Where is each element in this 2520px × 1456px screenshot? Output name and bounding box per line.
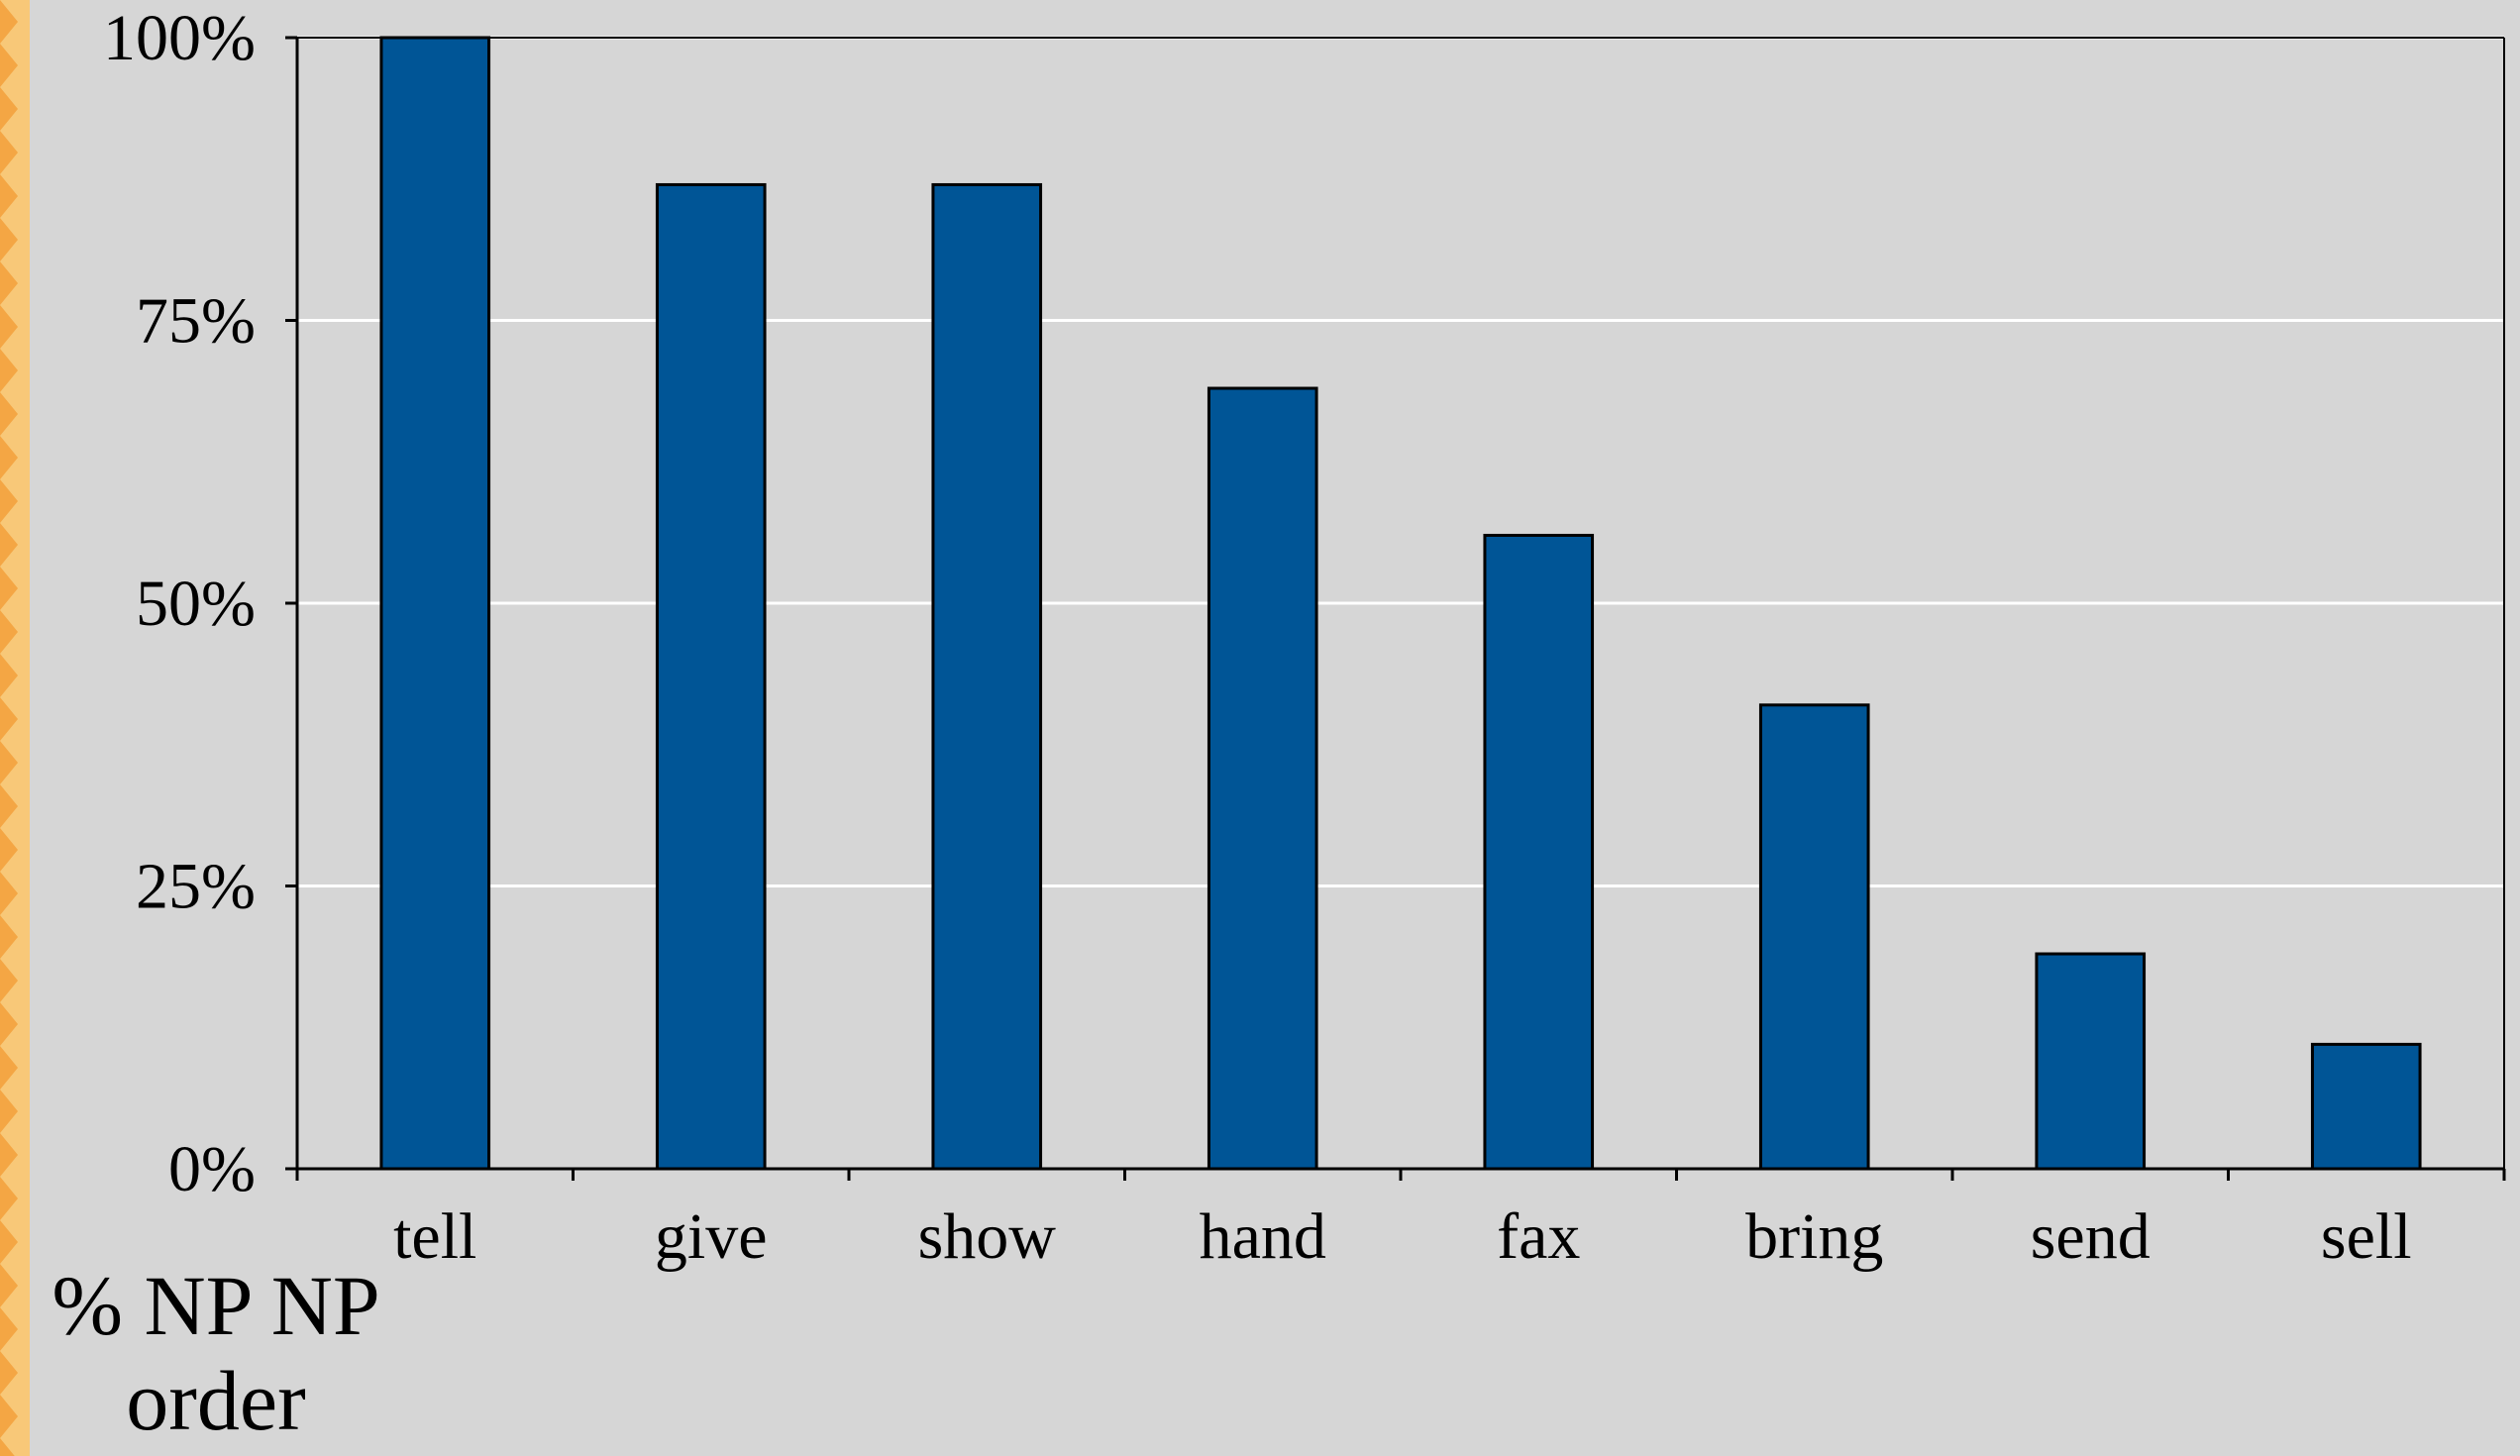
chevron-icon [0, 697, 18, 741]
chevron-icon [0, 436, 18, 479]
x-tick-label-send: send [2031, 1200, 2151, 1273]
chevron-icon [0, 915, 18, 959]
chevron-icon [0, 349, 18, 392]
x-tick-label-show: show [918, 1200, 1057, 1273]
bar-hand [1207, 386, 1318, 1171]
y-tick-label: 0% [168, 1133, 256, 1205]
x-tick-label-bring: bring [1745, 1200, 1883, 1273]
chevron-icon [0, 872, 18, 915]
y-tick-label: 50% [136, 568, 256, 640]
y-tick-label: 75% [136, 285, 256, 358]
chevron-icon [0, 174, 18, 218]
chevron-icon [0, 1133, 18, 1177]
y-tick-labels: 0% 25% 50% 75% 100% [103, 2, 256, 1205]
chevron-icon [0, 610, 18, 654]
chevron-icon [0, 1046, 18, 1090]
bars [379, 36, 2422, 1171]
chevron-icon [0, 87, 18, 131]
chevron-icon [0, 1395, 18, 1438]
chevron-pattern-icon [0, 0, 18, 1456]
chevron-icon [0, 1177, 18, 1220]
axes [285, 36, 2506, 1181]
chevron-icon [0, 392, 18, 436]
gridlines [297, 36, 2504, 887]
chevron-icon [0, 1090, 18, 1133]
x-tick-label-give: give [655, 1200, 768, 1273]
bar-give [655, 182, 767, 1171]
decorative-stripe [0, 0, 30, 1456]
y-tick-label: 100% [103, 2, 256, 74]
chevron-icon [0, 1220, 18, 1264]
bar-bring [1758, 703, 1870, 1171]
chevron-icon [0, 828, 18, 872]
chevron-icon [0, 1002, 18, 1046]
bar-sell [2310, 1042, 2422, 1171]
chevron-icon [0, 44, 18, 87]
y-tick-label: 25% [136, 851, 256, 923]
bar-send [2035, 952, 2147, 1171]
chevron-icon [0, 1264, 18, 1307]
chevron-icon [0, 305, 18, 349]
chevron-icon [0, 261, 18, 305]
chevron-icon [0, 1307, 18, 1351]
x-tick-labels: tell give show hand fax bring send sell [393, 1200, 2411, 1273]
x-tick-label-hand: hand [1200, 1200, 1326, 1273]
chevron-icon [0, 479, 18, 523]
chevron-icon [0, 959, 18, 1002]
x-tick-label-fax: fax [1497, 1200, 1580, 1273]
chevron-icon [0, 654, 18, 697]
chevron-icon [0, 567, 18, 610]
chevron-icon [0, 741, 18, 784]
chevron-icon [0, 218, 18, 261]
chevron-icon [0, 1438, 15, 1456]
chevron-icon [0, 0, 18, 44]
chevron-icon [0, 784, 18, 828]
chevron-icon [0, 523, 18, 567]
bar-show [931, 182, 1043, 1171]
chevron-icon [0, 131, 18, 174]
bar-fax [1483, 533, 1595, 1171]
x-tick-label-tell: tell [393, 1200, 476, 1273]
x-tick-label-sell: sell [2321, 1200, 2412, 1273]
bar-tell [379, 36, 491, 1171]
x-axis-caption: % NP NP order [52, 1258, 380, 1448]
chevron-icon [0, 1351, 18, 1395]
